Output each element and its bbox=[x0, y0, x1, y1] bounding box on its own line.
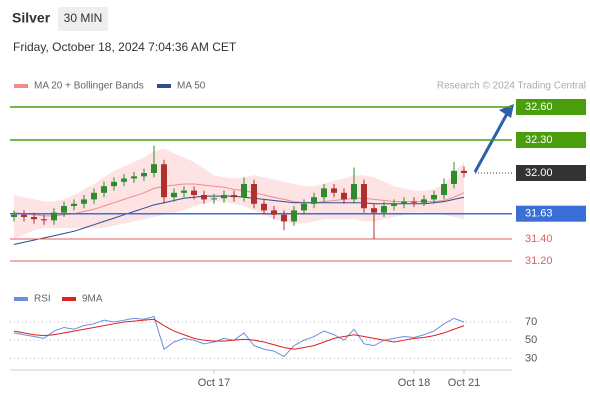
candle-body bbox=[71, 203, 77, 206]
candle-body bbox=[351, 184, 357, 200]
x-tick-label: Oct 17 bbox=[198, 377, 230, 389]
candle-body bbox=[431, 195, 437, 200]
candle-body bbox=[61, 206, 67, 213]
legend-swatch bbox=[14, 84, 28, 88]
candle-body bbox=[191, 190, 197, 195]
x-tick-label: Oct 18 bbox=[398, 377, 430, 389]
legend-swatch bbox=[62, 297, 76, 301]
candle-body bbox=[461, 170, 467, 173]
candle-body bbox=[411, 201, 417, 203]
candle-body bbox=[171, 192, 177, 198]
candle-body bbox=[251, 184, 257, 204]
legend-label: MA 50 bbox=[177, 81, 206, 92]
x-tick-label: Oct 21 bbox=[448, 377, 480, 389]
level-label: 31.20 bbox=[525, 255, 553, 267]
candle-body bbox=[221, 195, 227, 199]
level-label: 32.30 bbox=[525, 134, 553, 146]
indicator-line bbox=[13, 183, 465, 217]
candle-body bbox=[41, 219, 47, 221]
candle-body bbox=[21, 214, 27, 217]
y-tick-label: 30 bbox=[525, 352, 537, 364]
candle-body bbox=[341, 192, 347, 200]
legend-swatch bbox=[157, 84, 171, 88]
candle-body bbox=[371, 208, 377, 213]
candle-body bbox=[451, 170, 457, 184]
legend-label: MA 20 + Bollinger Bands bbox=[34, 81, 144, 92]
indicator-line bbox=[13, 318, 465, 350]
level-box bbox=[516, 99, 586, 115]
candle-body bbox=[181, 190, 187, 193]
candle-body bbox=[11, 214, 17, 217]
candle-body bbox=[101, 186, 107, 193]
candle-body bbox=[261, 203, 267, 211]
level-label: 32.00 bbox=[525, 167, 553, 179]
indicator-line bbox=[13, 195, 465, 245]
candle-body bbox=[391, 203, 397, 206]
level-box bbox=[516, 132, 586, 148]
candle-body bbox=[211, 198, 217, 200]
candle-body bbox=[421, 199, 427, 203]
level-box bbox=[516, 205, 586, 222]
indicator-line bbox=[13, 315, 465, 358]
candle-body bbox=[161, 164, 167, 198]
candle-body bbox=[401, 201, 407, 204]
timeframe: 30 MIN bbox=[64, 11, 103, 25]
level-box bbox=[516, 165, 586, 181]
legend-label: RSI bbox=[34, 294, 51, 305]
candle-body bbox=[31, 217, 37, 220]
timeframe-badge bbox=[58, 7, 108, 31]
candle-body bbox=[121, 178, 127, 182]
candle-body bbox=[111, 181, 117, 187]
candle-body bbox=[241, 184, 247, 198]
y-tick-label: 70 bbox=[525, 316, 537, 328]
candle-body bbox=[141, 173, 147, 177]
y-tick-label: 50 bbox=[525, 334, 537, 346]
candle-body bbox=[441, 184, 447, 195]
legend-swatch bbox=[14, 297, 28, 301]
datetime: Friday, October 18, 2024 7:04:36 AM CET bbox=[13, 40, 237, 54]
candle-body bbox=[271, 210, 277, 215]
candle-body bbox=[81, 199, 87, 204]
candle-body bbox=[231, 195, 237, 198]
candle-body bbox=[301, 203, 307, 211]
credit: Research © 2024 Trading Central bbox=[437, 81, 586, 92]
forecast-arrow bbox=[473, 111, 510, 173]
instrument: Silver bbox=[12, 10, 51, 26]
candle-body bbox=[51, 212, 57, 221]
candle-body bbox=[381, 206, 387, 213]
level-label: 32.60 bbox=[525, 101, 553, 113]
level-label: 31.40 bbox=[525, 233, 553, 245]
candle-body bbox=[151, 164, 157, 173]
candle-body bbox=[91, 192, 97, 200]
candle-body bbox=[201, 195, 207, 200]
legend-label: 9MA bbox=[82, 294, 103, 305]
candle-body bbox=[361, 184, 367, 209]
bollinger-band bbox=[14, 148, 464, 239]
candle-body bbox=[131, 176, 137, 179]
candle-body bbox=[291, 210, 297, 222]
level-label: 31.63 bbox=[525, 208, 553, 220]
candle-body bbox=[311, 197, 317, 204]
candle-body bbox=[331, 188, 337, 193]
candle-body bbox=[281, 214, 287, 222]
candle-body bbox=[321, 188, 327, 198]
